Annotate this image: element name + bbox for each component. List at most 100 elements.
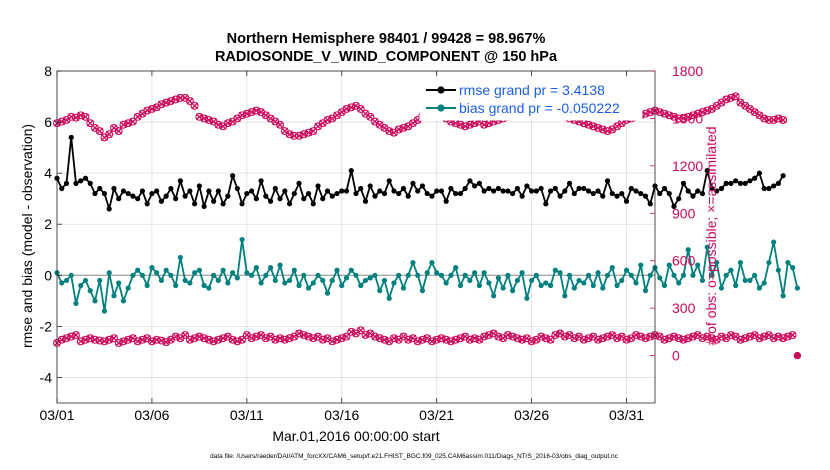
- legend-rmse-marker: [437, 86, 445, 94]
- obs_assimilated-point-118: [613, 122, 621, 130]
- rmse-point-140: [718, 185, 725, 192]
- obs_assimilated_low-point-67: [371, 333, 379, 341]
- bias-point-14: [120, 298, 127, 304]
- rmse-point-91: [486, 185, 492, 192]
- bias-point-123: [638, 262, 644, 268]
- obs_assimilated-point-139: [713, 102, 721, 110]
- obs_assimilated_low-point-139: [713, 336, 721, 344]
- bias-point-3: [68, 272, 74, 278]
- y-right-tick-label-2: 600: [672, 253, 696, 269]
- bias-point-23: [163, 267, 169, 273]
- rmse-point-3: [68, 134, 74, 140]
- obs_assimilated_low-point-48: [281, 336, 289, 344]
- obs_assimilated_low-point-155: [789, 331, 797, 339]
- obs_possible-point-11: [105, 130, 114, 139]
- rmse-point-70: [386, 178, 392, 184]
- rmse-point-134: [690, 193, 696, 199]
- obs_assimilated_low-point-41: [248, 334, 256, 342]
- plot-frame: [56, 70, 656, 404]
- bias-point-48: [282, 280, 288, 286]
- bias-point-30: [196, 267, 202, 273]
- rmse-point-37: [230, 173, 236, 179]
- rmse-point-110: [576, 185, 582, 192]
- obs_assimilated_low-point-42: [252, 333, 260, 341]
- rmse-point-123: [638, 190, 644, 197]
- obs_assimilated-point-62: [347, 103, 355, 111]
- obs_assimilated_low-point-31: [200, 334, 208, 342]
- obs_assimilated-point-147: [751, 108, 759, 116]
- obs_assimilated-point-10: [101, 133, 108, 141]
- obs_assimilated_low-point-46: [271, 336, 279, 344]
- bias-point-49: [286, 277, 293, 284]
- obs_assimilated-point-12: [110, 124, 118, 132]
- obs_assimilated_low-point-52: [300, 331, 308, 339]
- obs_assimilated-point-116: [604, 127, 611, 135]
- obs_assimilated-point-6: [82, 113, 89, 121]
- bias-point-25: [173, 282, 179, 289]
- obs_assimilated_low-point-6: [82, 336, 89, 344]
- obs_assimilated_low-point-56: [319, 336, 327, 344]
- obs_assimilated_low-point-142: [727, 331, 735, 339]
- y-right-tick-label-1: 300: [672, 300, 696, 316]
- bias-point-100: [529, 277, 535, 284]
- obs_assimilated-point-114: [594, 124, 602, 132]
- obs_assimilated-point-69: [381, 124, 388, 132]
- obs_assimilated_low-point-145: [741, 334, 749, 342]
- obs_assimilated_low-point-29: [191, 334, 199, 342]
- obs_assimilated_low-point-146: [746, 333, 754, 341]
- bias-point-57: [324, 290, 331, 296]
- obs_assimilated-point-23: [162, 99, 170, 107]
- bias-point-42: [253, 265, 259, 271]
- rmse-point-2: [63, 180, 70, 186]
- bias-point-145: [742, 277, 748, 284]
- x-tick-label-6: 03/31: [609, 407, 644, 423]
- obs_assimilated_low-point-85: [456, 334, 464, 342]
- obs_assimilated_low-point-140: [717, 333, 725, 341]
- obs_assimilated-point-91: [485, 119, 493, 127]
- rmse-point-13: [116, 196, 122, 202]
- bias-point-139: [714, 259, 720, 266]
- bias-point-114: [595, 270, 601, 276]
- obs_assimilated_low-point-135: [694, 331, 702, 339]
- rmse-point-112: [585, 188, 592, 194]
- obs_assimilated_low-point-54: [309, 334, 317, 342]
- obs_assimilated_low-point-110: [575, 333, 583, 341]
- obs_assimilated_low-point-35: [219, 334, 227, 342]
- rmse-point-141: [723, 180, 729, 186]
- legend-rmse-label: rmse grand pr = 3.4138: [459, 82, 605, 98]
- obs_assimilated-point-20: [148, 105, 156, 113]
- bias-point-27: [182, 277, 188, 284]
- obs_assimilated-point-61: [343, 105, 350, 113]
- bias-point-11: [106, 270, 112, 276]
- bias-point-29: [192, 270, 198, 276]
- obs_assimilated_low-point-114: [594, 336, 602, 344]
- legend-bias-marker: [437, 104, 445, 112]
- rmse-point-27: [182, 193, 188, 199]
- rmse-point-35: [220, 201, 226, 207]
- rmse-point-101: [533, 188, 539, 194]
- x-tick-label-3: 03/16: [324, 407, 359, 423]
- obs_assimilated_low-point-93: [494, 333, 502, 341]
- obs_assimilated-point-85: [456, 121, 464, 129]
- obs_assimilated-point-2: [63, 116, 70, 124]
- bias-point-107: [562, 293, 568, 299]
- rmse-point-118: [614, 193, 620, 199]
- y-right-tick-label-3: 900: [672, 205, 696, 221]
- obs_assimilated_low-point-100: [528, 337, 536, 345]
- rmse-point-4: [73, 180, 79, 186]
- rmse-point-57: [324, 188, 331, 194]
- bias-point-148: [756, 285, 763, 291]
- y-left-tick-label-3: 2: [44, 216, 52, 232]
- obs_assimilated_low-point-147: [751, 331, 759, 339]
- rmse-point-142: [728, 180, 734, 186]
- x-axis-label: Mar.01,2016 00:00:00 start: [272, 428, 439, 444]
- obs_assimilated-point-117: [608, 126, 616, 133]
- rmse-point-135: [695, 188, 701, 194]
- obs_assimilated_low-point-141: [722, 334, 730, 342]
- obs_possible_low-point-64: [356, 326, 365, 335]
- rmse-point-83: [448, 185, 454, 192]
- bias-point-60: [339, 282, 345, 289]
- rmse-point-94: [500, 188, 506, 194]
- obs_assimilated-point-65: [362, 110, 369, 118]
- rmse-point-139: [714, 188, 720, 194]
